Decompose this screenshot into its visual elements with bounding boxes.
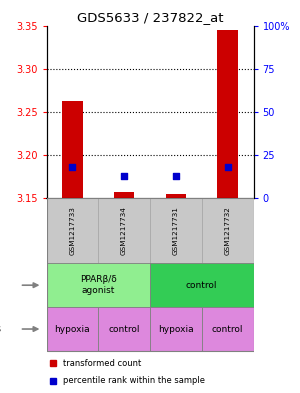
Text: hypoxia: hypoxia (55, 325, 90, 334)
Text: PPARβ/δ
agonist: PPARβ/δ agonist (80, 275, 117, 295)
Text: transformed count: transformed count (63, 359, 141, 367)
Text: GSM1217731: GSM1217731 (173, 206, 179, 255)
Point (173, 173, 178, 179)
Text: hypoxia: hypoxia (158, 325, 194, 334)
Text: GSM1217734: GSM1217734 (121, 206, 127, 255)
Text: percentile rank within the sample: percentile rank within the sample (63, 376, 205, 385)
Text: stress: stress (0, 324, 1, 334)
Bar (150, 307, 202, 351)
Bar (202, 307, 254, 351)
Bar (46, 263, 150, 307)
Bar (202, 198, 254, 263)
Bar (98, 198, 150, 263)
Text: GSM1217732: GSM1217732 (225, 206, 231, 255)
Bar (150, 263, 254, 307)
Point (122, 173, 127, 179)
Bar (150, 198, 202, 263)
Point (225, 164, 230, 171)
Title: GDS5633 / 237822_at: GDS5633 / 237822_at (77, 11, 223, 24)
Bar (46, 198, 253, 351)
Text: control: control (212, 325, 243, 334)
Text: control: control (186, 281, 218, 290)
Bar (114, 191, 134, 198)
Text: control: control (108, 325, 140, 334)
Bar (46, 307, 98, 351)
Bar (46, 198, 98, 263)
Text: agent: agent (0, 280, 1, 290)
Bar (166, 194, 186, 198)
Point (70, 164, 75, 171)
Bar (98, 307, 150, 351)
Bar (217, 30, 238, 198)
Bar (62, 101, 83, 198)
Text: GSM1217733: GSM1217733 (69, 206, 75, 255)
